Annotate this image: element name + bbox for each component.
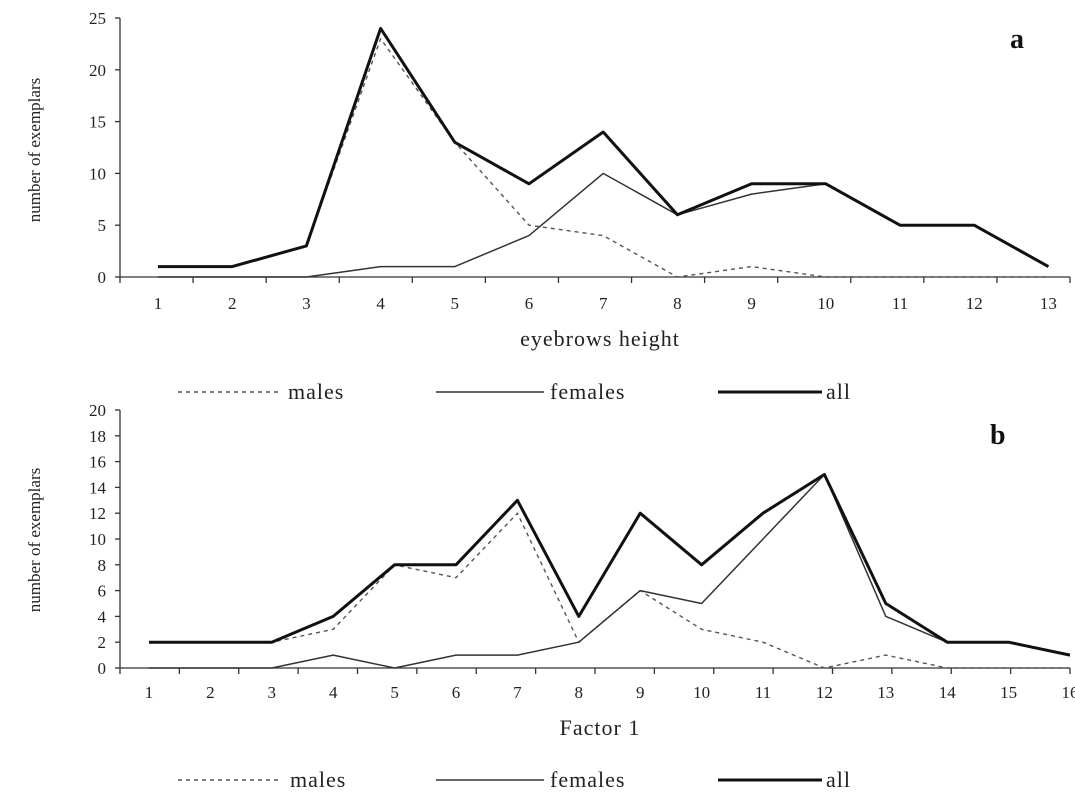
x-tick-label-b: 9 bbox=[636, 683, 645, 702]
legend-label-all-b: all bbox=[826, 767, 851, 792]
x-axis-title-a: eyebrows height bbox=[520, 326, 680, 351]
y-axis-title-a: number of exemplars bbox=[25, 78, 44, 222]
x-tick-label-a: 13 bbox=[1040, 294, 1057, 313]
y-tick-label-b: 2 bbox=[98, 633, 107, 652]
x-tick-label-b: 2 bbox=[206, 683, 215, 702]
series-line-males-b bbox=[149, 512, 1070, 669]
legend-label-males-b: males bbox=[290, 767, 346, 792]
legend-label-males-a: males bbox=[288, 379, 344, 404]
panel-label-a: a bbox=[1010, 24, 1024, 55]
x-tick-label-a: 2 bbox=[228, 294, 237, 313]
x-tick-label-b: 8 bbox=[575, 683, 584, 702]
x-tick-label-b: 14 bbox=[939, 683, 957, 702]
y-tick-label-b: 10 bbox=[89, 530, 106, 549]
y-tick-label-a: 25 bbox=[89, 9, 106, 28]
x-tick-label-a: 11 bbox=[892, 294, 908, 313]
x-tick-label-b: 13 bbox=[877, 683, 894, 702]
x-tick-label-a: 5 bbox=[451, 294, 460, 313]
y-tick-label-a: 10 bbox=[89, 164, 106, 183]
y-axis-title-b: number of exemplars bbox=[25, 468, 44, 612]
x-tick-label-a: 12 bbox=[966, 294, 983, 313]
chart-panel-a: number of exemplars a eyebrows height 0 5… bbox=[25, 9, 1071, 404]
y-tick-label-b: 20 bbox=[89, 401, 106, 420]
x-tick-label-a: 7 bbox=[599, 294, 608, 313]
series-line-males-a bbox=[158, 38, 1049, 278]
x-tick-label-b: 3 bbox=[268, 683, 277, 702]
y-tick-label-a: 0 bbox=[98, 268, 107, 287]
x-tick-label-b: 5 bbox=[390, 683, 399, 702]
x-tick-label-a: 1 bbox=[154, 294, 163, 313]
y-tick-label-b: 18 bbox=[89, 427, 106, 446]
y-tick-label-a: 15 bbox=[89, 113, 106, 132]
legend-a: males females all bbox=[178, 379, 851, 404]
x-axis-title-b: Factor 1 bbox=[560, 715, 641, 740]
x-tick-label-b: 15 bbox=[1000, 683, 1017, 702]
y-tick-label-b: 14 bbox=[89, 478, 107, 497]
y-tick-label-a: 5 bbox=[98, 216, 107, 235]
x-tick-label-b: 4 bbox=[329, 683, 338, 702]
y-tick-label-b: 16 bbox=[89, 453, 106, 472]
x-tick-label-b: 11 bbox=[755, 683, 771, 702]
y-tick-label-b: 8 bbox=[98, 556, 107, 575]
x-tick-label-b: 10 bbox=[693, 683, 710, 702]
x-tick-label-a: 9 bbox=[747, 294, 756, 313]
chart-panel-b: number of exemplars b Factor 1 024681012… bbox=[25, 401, 1075, 792]
x-tick-label-a: 3 bbox=[302, 294, 311, 313]
x-tick-label-b: 1 bbox=[145, 683, 154, 702]
legend-b: males females all bbox=[178, 767, 851, 792]
y-tick-label-b: 6 bbox=[98, 582, 107, 601]
y-tick-label-b: 4 bbox=[98, 607, 107, 626]
y-tick-label-a: 20 bbox=[89, 61, 106, 80]
x-tick-label-a: 10 bbox=[817, 294, 834, 313]
x-tick-label-b: 6 bbox=[452, 683, 461, 702]
legend-label-all-a: all bbox=[826, 379, 851, 404]
series-line-females-b bbox=[149, 473, 1071, 669]
legend-label-females-b: females bbox=[550, 767, 625, 792]
x-tick-label-b: 7 bbox=[513, 683, 522, 702]
x-tick-label-a: 4 bbox=[376, 294, 385, 313]
y-tick-label-b: 0 bbox=[98, 659, 107, 678]
x-tick-label-b: 12 bbox=[816, 683, 833, 702]
legend-label-females-a: females bbox=[550, 379, 625, 404]
series-line-all-a bbox=[158, 26, 1050, 269]
x-tick-label-a: 8 bbox=[673, 294, 682, 313]
y-tick-label-b: 12 bbox=[89, 504, 106, 523]
panel-label-b: b bbox=[990, 420, 1006, 451]
series-line-all-b bbox=[149, 473, 1071, 657]
x-tick-label-a: 6 bbox=[525, 294, 534, 313]
x-tick-label-b: 16 bbox=[1062, 683, 1075, 702]
